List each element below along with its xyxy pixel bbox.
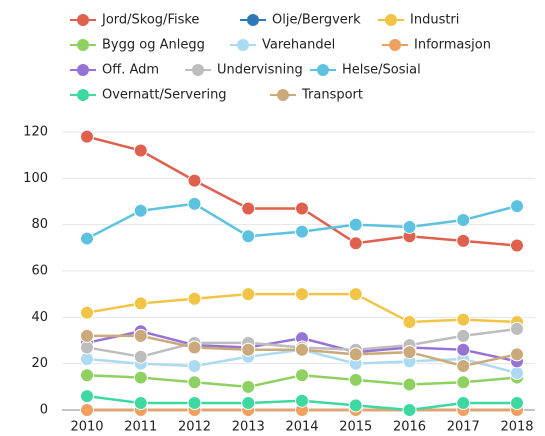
data-point — [348, 398, 363, 413]
data-point — [510, 321, 524, 336]
x-tick-label: 2016 — [393, 420, 426, 435]
data-point — [133, 370, 148, 385]
data-point — [295, 201, 309, 216]
data-point — [402, 345, 417, 360]
data-point — [402, 377, 417, 392]
legend-label: Overnatt/Servering — [102, 88, 227, 103]
data-point — [187, 358, 202, 373]
data-point — [187, 196, 202, 211]
y-tick-label: 120 — [23, 125, 48, 140]
data-point — [456, 213, 471, 228]
data-point — [133, 143, 148, 158]
data-point — [295, 393, 309, 408]
data-point — [133, 328, 148, 343]
x-tick-label: 2014 — [285, 420, 318, 435]
data-point — [80, 389, 94, 404]
legend-label: Transport — [301, 88, 363, 103]
legend-marker — [77, 14, 89, 26]
y-tick-label: 40 — [31, 310, 48, 325]
data-point — [241, 342, 256, 357]
x-tick-label: 2011 — [124, 420, 157, 435]
data-point — [510, 238, 524, 253]
data-point — [241, 287, 256, 302]
y-tick-label: 0 — [40, 403, 48, 418]
y-tick-label: 100 — [23, 171, 48, 186]
data-point — [295, 224, 309, 239]
legend-label: Jord/Skog/Fiske — [101, 13, 199, 28]
data-point — [348, 347, 363, 362]
data-point — [402, 219, 417, 234]
data-point — [80, 129, 94, 144]
data-point — [187, 291, 202, 306]
data-point — [80, 340, 94, 355]
legend-marker — [77, 64, 89, 76]
data-point — [295, 368, 309, 383]
legend-marker — [385, 14, 397, 26]
x-tick-label: 2010 — [70, 420, 103, 435]
data-point — [456, 375, 471, 390]
data-point — [510, 347, 524, 362]
data-point — [187, 173, 202, 188]
data-point — [456, 358, 471, 373]
data-point — [133, 296, 148, 311]
data-point — [133, 203, 148, 218]
data-point — [348, 372, 363, 387]
legend-marker — [389, 39, 401, 51]
legend-marker — [237, 39, 249, 51]
y-tick-label: 60 — [31, 264, 48, 279]
x-tick-label: 2017 — [447, 420, 480, 435]
y-tick-label: 20 — [31, 356, 48, 371]
data-point — [510, 365, 524, 380]
data-point — [456, 233, 471, 248]
legend-marker — [317, 64, 329, 76]
data-point — [348, 287, 363, 302]
data-point — [510, 199, 524, 214]
legend-label: Informasjon — [414, 38, 491, 53]
data-point — [456, 328, 471, 343]
data-point — [133, 349, 148, 364]
data-point — [80, 403, 94, 417]
legend-label: Olje/Bergverk — [272, 13, 361, 28]
legend-marker — [277, 89, 289, 101]
x-tick-label: 2018 — [500, 420, 533, 435]
data-point — [348, 217, 363, 232]
legend-marker — [247, 14, 259, 26]
legend-label: Off. Adm — [102, 63, 159, 78]
legend-marker — [77, 89, 89, 101]
data-point — [241, 229, 256, 244]
data-point — [80, 305, 94, 320]
legend-label: Industri — [410, 13, 459, 28]
data-point — [80, 368, 94, 383]
legend-label: Undervisning — [217, 63, 303, 78]
data-point — [295, 287, 309, 302]
x-tick-label: 2012 — [178, 420, 211, 435]
legend-marker — [192, 64, 204, 76]
legend-marker — [77, 39, 89, 51]
data-point — [510, 396, 524, 411]
legend-label: Helse/Sosial — [342, 63, 421, 78]
data-point — [348, 236, 363, 251]
data-point — [241, 201, 256, 216]
legend-label: Varehandel — [262, 38, 335, 53]
data-point — [80, 231, 94, 246]
legend-label: Bygg og Anlegg — [102, 38, 205, 53]
data-point — [456, 342, 471, 357]
data-point — [241, 379, 256, 394]
data-point — [456, 396, 471, 411]
data-point — [80, 328, 94, 343]
data-point — [402, 403, 417, 417]
data-point — [241, 396, 256, 411]
data-point — [456, 312, 471, 327]
data-point — [187, 375, 202, 390]
x-tick-label: 2015 — [339, 420, 372, 435]
x-tick-label: 2013 — [232, 420, 265, 435]
y-tick-label: 80 — [31, 217, 48, 232]
data-point — [295, 342, 309, 357]
data-point — [80, 352, 94, 367]
data-point — [187, 396, 202, 411]
data-point — [133, 396, 148, 411]
data-point — [402, 314, 417, 329]
data-point — [187, 340, 202, 355]
